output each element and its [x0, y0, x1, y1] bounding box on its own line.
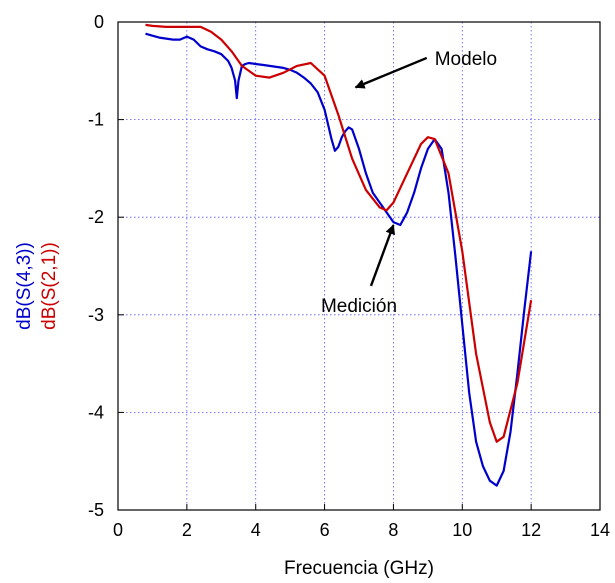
y-axis-title: dB(S(4,3)) — [14, 242, 35, 330]
y-tick-label: 0 — [94, 12, 104, 32]
x-tick-label: 2 — [182, 520, 192, 540]
series-line-modelo — [145, 23, 533, 443]
y-tick-label: -5 — [88, 500, 104, 520]
plot-frame — [117, 21, 601, 511]
x-tick-label: 10 — [452, 520, 472, 540]
x-tick-label: 4 — [251, 520, 261, 540]
x-tick-label: 8 — [388, 520, 398, 540]
y-axis-title: dB(S(2,1)) — [39, 242, 60, 330]
annotations: Modelo Medición — [321, 49, 497, 317]
series-line-medición — [145, 32, 533, 487]
y-axis-titles: dB(S(4,3)) dB(S(2,1)) — [14, 242, 60, 330]
x-tick-label: 12 — [521, 520, 541, 540]
series-lines — [145, 23, 533, 487]
y-tick-label: -3 — [88, 305, 104, 325]
annotation-label: Modelo — [435, 49, 497, 70]
y-tick-label: -4 — [88, 402, 104, 422]
y-tick-label: -2 — [88, 207, 104, 227]
grid — [118, 22, 600, 510]
axis-ticks: 0 2 4 6 8 10 12 14 0 -1 -2 -3 -4 -5 — [88, 12, 610, 540]
annotation-arrow — [354, 56, 428, 89]
annotation-arrow — [369, 224, 396, 287]
x-tick-label: 0 — [113, 520, 123, 540]
x-tick-label: 6 — [320, 520, 330, 540]
annotation-label: Medición — [321, 296, 397, 317]
x-axis-title: Frecuencia (GHz) — [284, 558, 434, 579]
y-tick-label: -1 — [88, 110, 104, 130]
x-tick-label: 14 — [590, 520, 610, 540]
